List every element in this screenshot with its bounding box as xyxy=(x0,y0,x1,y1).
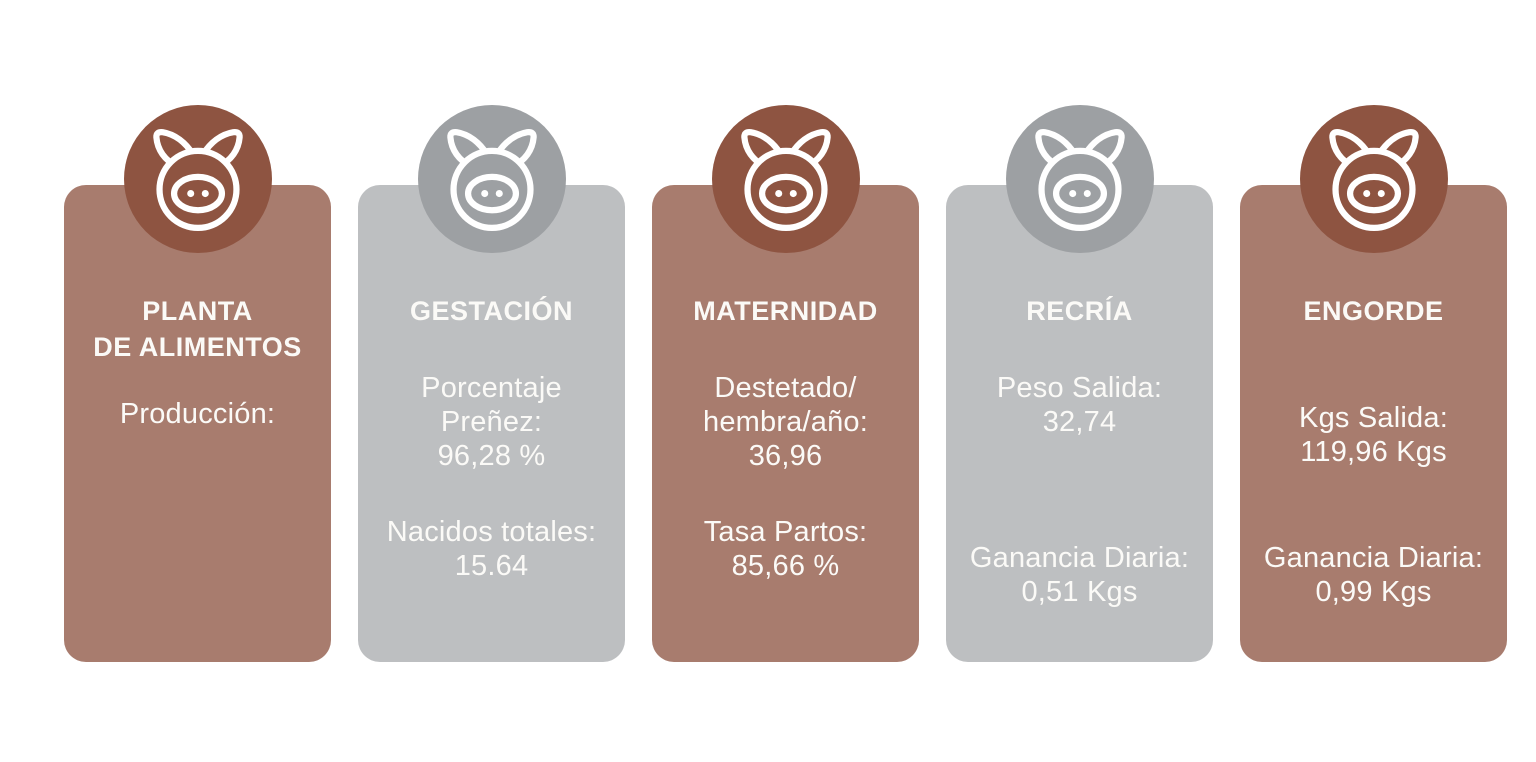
stat-line: Producción: xyxy=(119,398,276,430)
card-title: MATERNIDAD xyxy=(652,293,919,329)
pig-icon xyxy=(146,127,250,231)
stat-line: Porcentaje xyxy=(421,372,562,404)
pig-icon xyxy=(440,127,544,231)
title-line: MATERNIDAD xyxy=(693,296,878,326)
stat-block: Tasa Partos: 85,66 % xyxy=(652,515,919,583)
stat-block: Destetado/ hembra/año: 36,96 xyxy=(652,371,919,473)
stat-line: Ganancia Diaria: xyxy=(1263,542,1484,574)
card-engorde: ENGORDE Kgs Salida: 119,96 Kgs Ganancia … xyxy=(1240,105,1507,662)
card-title: ENGORDE xyxy=(1240,293,1507,329)
stat-value: 15.64 xyxy=(454,550,529,582)
stat-line: hembra/año: xyxy=(702,406,869,438)
card-maternidad: MATERNIDAD Destetado/ hembra/año: 36,96 … xyxy=(652,105,919,662)
stat-value: 119,96 Kgs xyxy=(1300,436,1447,468)
card-gestacion: GESTACIÓN Porcentaje Preñez: 96,28 % Nac… xyxy=(358,105,625,662)
card-title: RECRÍA xyxy=(946,293,1213,329)
stat-line: Preñez: xyxy=(440,406,543,438)
pig-badge xyxy=(123,105,272,253)
stat-value: 0,99 Kgs xyxy=(1315,576,1432,608)
stat-line: Ganancia Diaria: xyxy=(969,542,1190,574)
pig-badge xyxy=(711,105,860,253)
stat-line: Nacidos totales: xyxy=(386,516,597,548)
title-line: PLANTA xyxy=(142,296,253,326)
stat-line: Tasa Partos: xyxy=(703,516,868,548)
title-line: GESTACIÓN xyxy=(409,296,573,326)
pig-badge xyxy=(1005,105,1154,253)
stat-block: Porcentaje Preñez: 96,28 % xyxy=(358,371,625,473)
stat-value: 32,74 xyxy=(1042,406,1117,438)
pig-icon xyxy=(1322,127,1426,231)
card-planta-de-alimentos: PLANTA DE ALIMENTOS Producción: xyxy=(64,105,331,662)
pig-badge xyxy=(417,105,566,253)
stat-value: 36,96 xyxy=(748,440,823,472)
card-title: GESTACIÓN xyxy=(358,293,625,329)
stat-value: 85,66 % xyxy=(731,550,840,582)
stat-value: 0,51 Kgs xyxy=(1021,576,1138,608)
stat-block: Nacidos totales: 15.64 xyxy=(358,515,625,583)
stat-line: Destetado/ xyxy=(714,372,857,404)
stat-block: Peso Salida: 32,74 xyxy=(946,371,1213,439)
title-line: DE ALIMENTOS xyxy=(93,332,302,362)
card-recria: RECRÍA Peso Salida: 32,74 Ganancia Diari… xyxy=(946,105,1213,662)
title-line: RECRÍA xyxy=(1026,296,1133,326)
title-line: ENGORDE xyxy=(1303,296,1444,326)
stat-line: Kgs Salida: xyxy=(1299,402,1448,434)
stat-block: Producción: xyxy=(64,397,331,431)
card-title: PLANTA DE ALIMENTOS xyxy=(64,293,331,365)
stat-block: Ganancia Diaria: 0,51 Kgs xyxy=(946,541,1213,609)
stat-block: Kgs Salida: 119,96 Kgs xyxy=(1240,401,1507,469)
pig-badge xyxy=(1299,105,1448,253)
stage-cards-row: PLANTA DE ALIMENTOS Producción: GESTACIÓ… xyxy=(64,105,1507,662)
pig-icon xyxy=(734,127,838,231)
stat-value: 96,28 % xyxy=(437,440,546,472)
pig-icon xyxy=(1028,127,1132,231)
stat-line: Peso Salida: xyxy=(996,372,1163,404)
stat-block: Ganancia Diaria: 0,99 Kgs xyxy=(1240,541,1507,609)
